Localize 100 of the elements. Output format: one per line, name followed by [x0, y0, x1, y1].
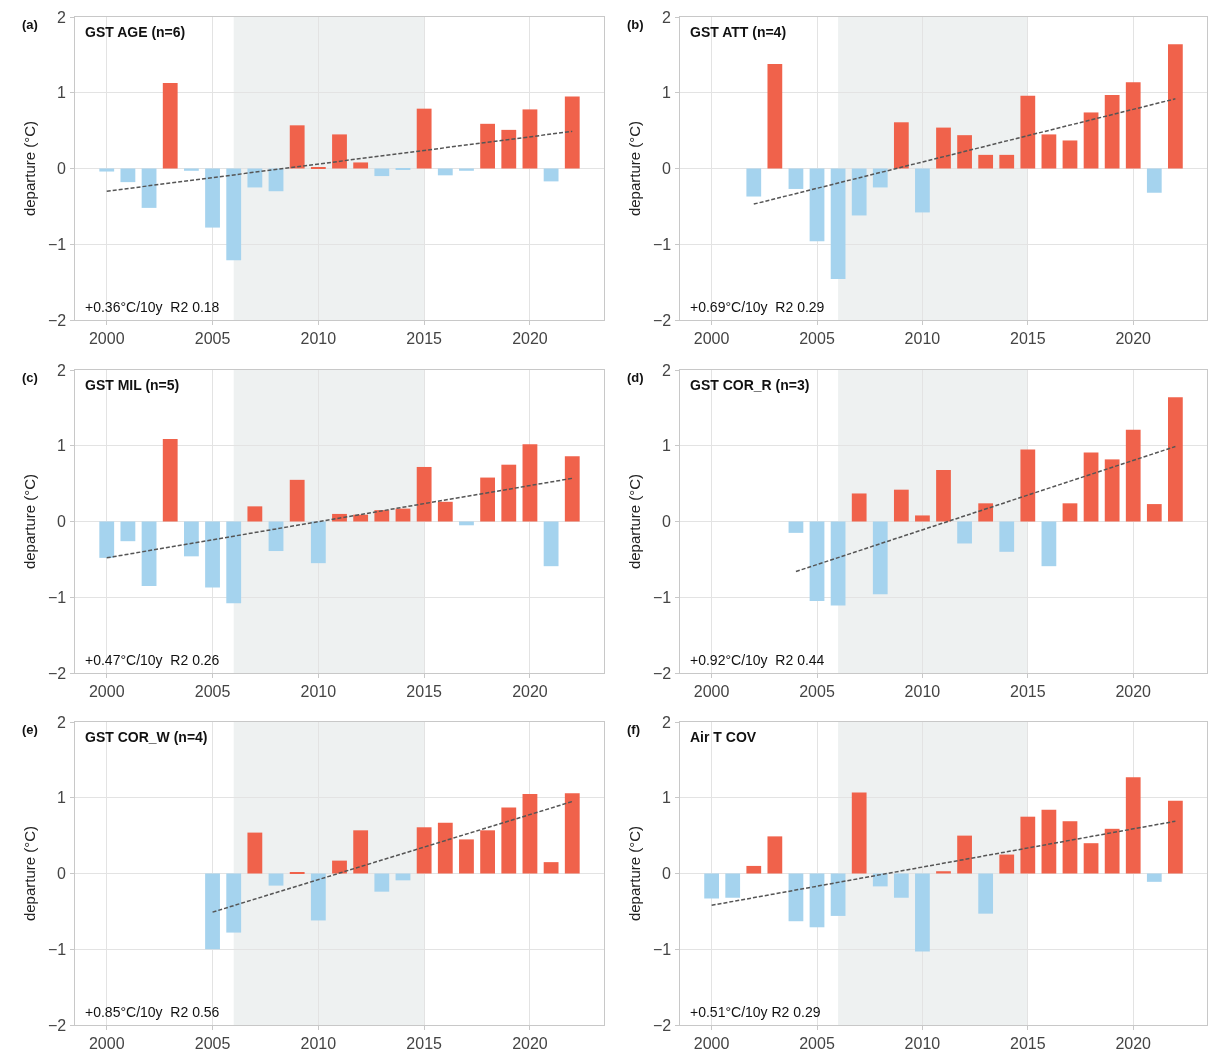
bar [183, 521, 199, 557]
x-tick-label: 2010 [300, 683, 337, 701]
text: (a) [22, 17, 38, 32]
bar [1104, 828, 1120, 874]
bar [459, 839, 474, 874]
bar [1168, 397, 1183, 522]
bar [353, 162, 369, 169]
bar [543, 862, 559, 874]
bar [1146, 504, 1162, 522]
bar [501, 807, 517, 874]
bar [247, 168, 263, 188]
bar [893, 873, 909, 898]
bar [289, 125, 305, 169]
bar [374, 510, 390, 522]
y-tick-label: 0 [662, 513, 671, 530]
bar [1062, 503, 1078, 522]
bar [936, 469, 951, 522]
x-tick-label: 2005 [799, 330, 835, 348]
text: (e) [22, 722, 38, 737]
bar [501, 129, 517, 169]
y-axis-title: departure (°C) [21, 473, 39, 570]
bar [1083, 843, 1099, 874]
y-tick-label: 2 [57, 362, 66, 379]
bar [1041, 809, 1057, 874]
bar [543, 521, 559, 567]
y-tick-label: 1 [57, 437, 66, 454]
bar [767, 63, 783, 169]
bar [162, 438, 178, 522]
bar [162, 82, 178, 169]
bar [522, 109, 538, 169]
bar [999, 854, 1015, 874]
y-tick-label: 0 [57, 513, 66, 530]
bar [767, 836, 783, 874]
bar [1062, 821, 1078, 874]
bar [809, 521, 825, 602]
bar [1041, 521, 1057, 567]
x-tick-label: 2020 [1115, 330, 1152, 348]
y-tick-label: −2 [48, 312, 67, 329]
y-tick-label: 0 [57, 865, 66, 882]
bar [564, 456, 580, 522]
bar [1146, 873, 1162, 882]
bar [1083, 452, 1099, 522]
y-tick-label: −1 [653, 236, 672, 253]
bar [205, 521, 220, 588]
bar [809, 873, 825, 928]
y-tick-label: −2 [653, 312, 672, 329]
bar [725, 873, 741, 898]
bar [788, 521, 804, 533]
bar [437, 822, 453, 874]
text: GST ATT (n=4) [690, 24, 787, 40]
bar [1104, 459, 1120, 522]
bar [788, 873, 804, 922]
y-tick-label: 1 [662, 789, 671, 806]
bar [480, 123, 496, 169]
bar [141, 521, 157, 586]
x-tick-label: 2000 [88, 683, 125, 701]
bar [893, 489, 909, 522]
bar [289, 479, 305, 522]
y-axis-title: departure (°C) [626, 473, 644, 570]
bar [141, 168, 157, 208]
bar [226, 168, 242, 261]
bar [99, 168, 115, 172]
y-axis-title: departure (°C) [626, 825, 644, 922]
y-tick-label: −2 [48, 665, 67, 682]
x-tick-label: 2010 [904, 683, 941, 701]
x-tick-label: 2000 [88, 330, 125, 348]
bar [851, 493, 867, 522]
y-tick-label: −2 [653, 1017, 672, 1034]
y-tick-label: 0 [662, 865, 671, 882]
x-tick-label: 2015 [1010, 1035, 1046, 1053]
bar [416, 466, 432, 522]
y-tick-label: 2 [662, 714, 671, 731]
y-tick-label: 0 [662, 160, 671, 177]
bar [1020, 816, 1036, 874]
bar [915, 873, 930, 952]
x-tick-label: 2000 [693, 1035, 730, 1053]
bar [936, 127, 951, 169]
annotation: +0.36°C/10y R2 0.18 [85, 299, 220, 315]
bar [1041, 134, 1057, 169]
text: (f) [627, 722, 640, 737]
x-tick-label: 2000 [693, 683, 730, 701]
x-tick-label: 2010 [300, 1035, 337, 1053]
y-axis-title: departure (°C) [21, 120, 39, 217]
bar [851, 792, 867, 874]
bar [746, 865, 762, 874]
y-tick-label: −1 [48, 589, 67, 606]
y-axis-title: departure (°C) [21, 825, 39, 922]
bar [120, 168, 136, 183]
x-tick-label: 2000 [88, 1035, 125, 1053]
bar [353, 830, 369, 874]
bar [310, 873, 326, 921]
text: GST COR_W (n=4) [85, 729, 208, 745]
bar [289, 871, 305, 874]
bar [1146, 168, 1162, 193]
bar [1062, 140, 1078, 169]
x-tick-label: 2000 [693, 330, 730, 348]
y-tick-label: 1 [662, 84, 671, 101]
bar [1168, 800, 1183, 874]
x-tick-label: 2020 [512, 683, 548, 701]
x-tick-label: 2015 [406, 683, 443, 701]
